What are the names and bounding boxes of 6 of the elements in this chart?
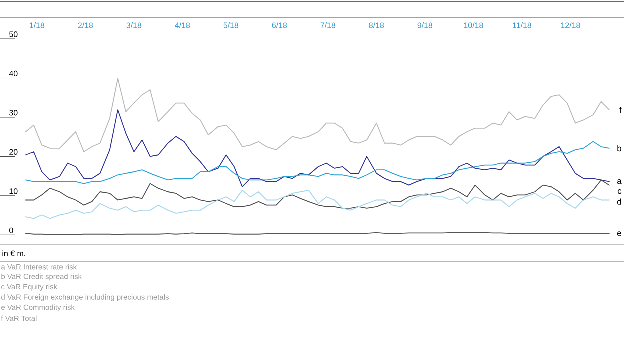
- series-label: d: [617, 198, 622, 205]
- series-label: b: [618, 145, 622, 152]
- series-label: f: [620, 106, 622, 114]
- series-label: c: [618, 189, 622, 194]
- series-label: a: [617, 179, 622, 184]
- series-label: e: [617, 232, 622, 236]
